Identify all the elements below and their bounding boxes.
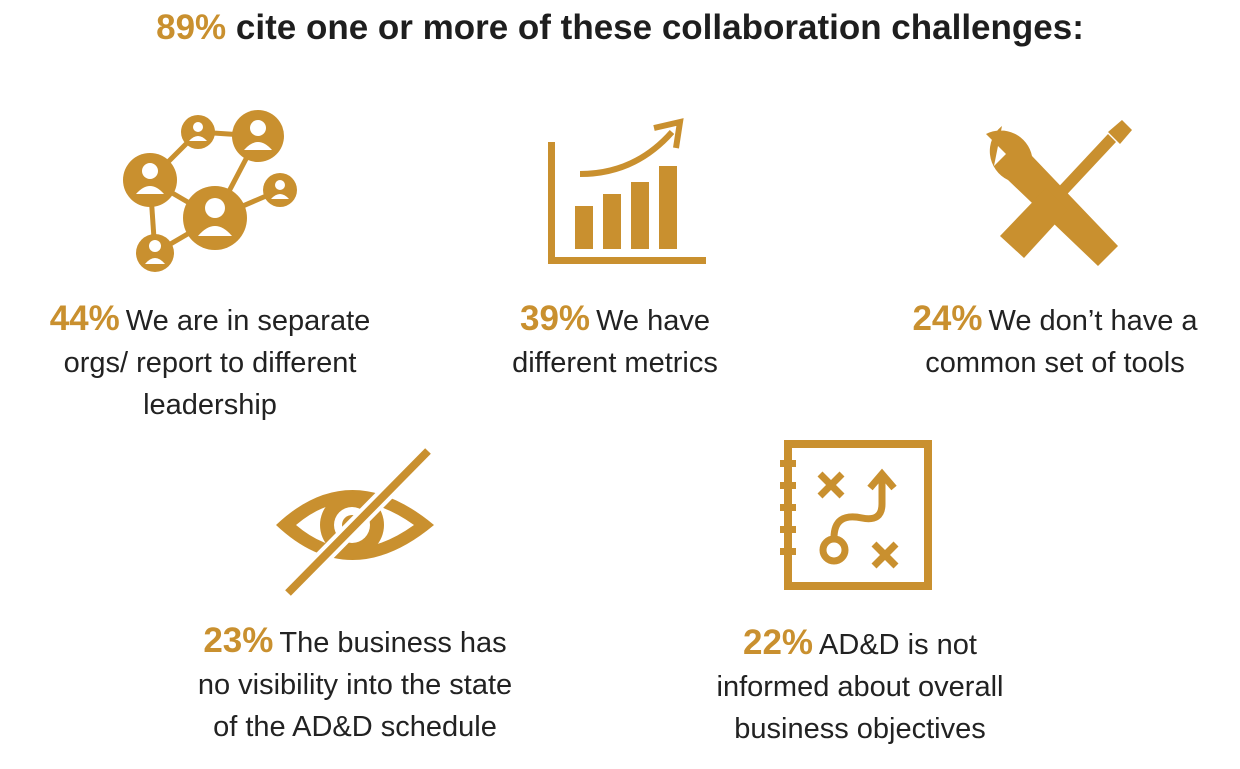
item-text-3: leadership xyxy=(143,389,277,421)
item-text-2: no visibility into the state xyxy=(197,669,513,701)
title-percent: 89% xyxy=(156,8,227,47)
item-text-2: informed about overall xyxy=(716,671,1004,703)
item-percent: 24% xyxy=(912,299,983,338)
item-text-1: We are in separate xyxy=(125,305,371,337)
strategy-notebook-icon xyxy=(778,440,934,590)
item-text-1: The business has xyxy=(279,627,507,659)
item-text-2: common set of tools xyxy=(925,347,1185,379)
item-line-1: 24% We don’t have a xyxy=(880,298,1230,342)
eye-slash-icon xyxy=(270,445,440,600)
challenge-item: 44% We are in separate orgs/ report to di… xyxy=(10,298,410,426)
item-text-2: orgs/ report to different xyxy=(63,347,357,379)
item-line-1: 23% The business has xyxy=(155,620,555,664)
item-text-1: We have xyxy=(596,305,710,337)
item-percent: 22% xyxy=(742,623,814,662)
network-people-icon xyxy=(110,108,310,278)
challenge-item: 24% We don’t have a common set of tools xyxy=(880,298,1230,384)
item-percent: 44% xyxy=(49,299,120,338)
item-text-1: We don’t have a xyxy=(988,305,1198,337)
page-title: 89% cite one or more of these collaborat… xyxy=(0,8,1240,48)
challenge-item: 23% The business has no visibility into t… xyxy=(155,620,555,748)
bar-chart-growth-icon xyxy=(540,118,710,268)
item-text-1: AD&D is not xyxy=(819,629,977,661)
challenge-item: 39% We have different metrics xyxy=(465,298,765,384)
item-text-2: different metrics xyxy=(512,347,718,379)
item-text-3: of the AD&D schedule xyxy=(213,711,497,743)
item-line-1: 44% We are in separate xyxy=(10,298,410,342)
item-percent: 23% xyxy=(203,621,274,660)
item-line-1: 39% We have xyxy=(465,298,765,342)
item-text-3: business objectives xyxy=(734,713,986,745)
wrench-screwdriver-icon xyxy=(980,118,1140,268)
item-line-1: 22% AD&D is not xyxy=(665,622,1055,666)
challenge-item: 22% AD&D is not informed about overall bu… xyxy=(665,622,1055,750)
title-text: cite one or more of these collaboration … xyxy=(235,8,1084,47)
item-percent: 39% xyxy=(520,299,591,338)
